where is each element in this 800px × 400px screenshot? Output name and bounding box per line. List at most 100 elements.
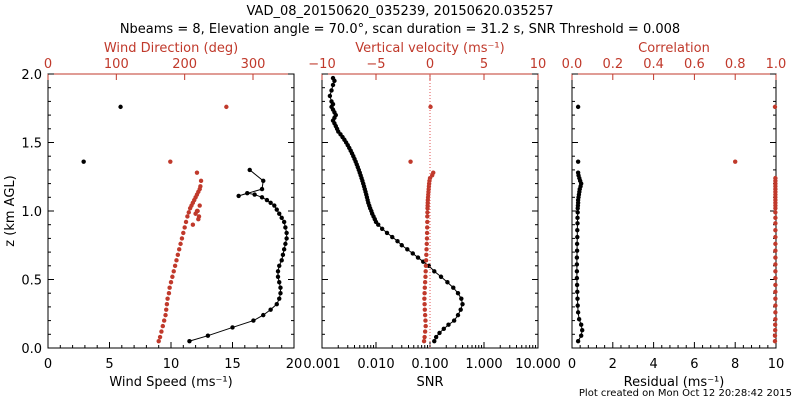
data-point [171, 269, 176, 274]
data-point [245, 190, 250, 196]
data-point [580, 327, 585, 333]
x-tick-label: 1.000 [465, 357, 502, 372]
data-point [423, 323, 428, 329]
data-point [773, 275, 778, 281]
data-point [575, 170, 581, 175]
data-point [278, 291, 283, 296]
data-point [329, 88, 334, 93]
data-point [185, 214, 190, 219]
data-point [424, 252, 429, 258]
data-point [451, 285, 456, 290]
data-point [179, 236, 185, 241]
data-point [773, 227, 778, 233]
data-point [772, 104, 778, 110]
x2-tick-label: 200 [172, 57, 197, 72]
data-point [277, 211, 282, 216]
x2-tick-label: 0.0 [562, 57, 583, 72]
data-point [81, 159, 86, 164]
data-point [576, 317, 582, 322]
data-point [422, 334, 427, 340]
data-point [405, 247, 410, 252]
data-point [166, 291, 172, 296]
data-point [575, 289, 580, 295]
panel-residual-correlation: 0 2 4 6 8 10 0.0 0.2 0.4 0.6 0.8 1.0 Residual (ms⁻¹)… [562, 41, 787, 390]
data-point [428, 104, 433, 110]
data-point [425, 214, 430, 219]
y-axis-label: z (km AGL) [3, 175, 18, 246]
data-point [455, 312, 461, 318]
data-point [423, 269, 428, 274]
x2-tick-label: 0.4 [643, 57, 664, 72]
data-point [190, 222, 196, 227]
x-tick-label: 20 [286, 357, 303, 372]
x-tick-label: 0.010 [357, 357, 394, 372]
data-point [161, 318, 167, 323]
data-point [733, 159, 738, 164]
data-point [187, 338, 192, 344]
data-point [575, 338, 581, 344]
data-point [455, 291, 461, 296]
x-tick-label: 0.001 [303, 357, 340, 372]
x-tick-label: 15 [224, 357, 241, 372]
data-point [422, 280, 428, 285]
x2-tick-label: 0.8 [725, 57, 746, 72]
data-point [408, 159, 413, 164]
data-point [196, 217, 201, 222]
x-tick-label: 6 [690, 357, 698, 372]
data-point [284, 230, 289, 236]
x-tick-label: 0.100 [411, 357, 448, 372]
data-point [379, 226, 385, 232]
data-point [574, 262, 580, 267]
panel-snr-vertical-velocity: 0.001 0.010 0.100 1.000 10.000 −10 −5 0 5 10 SNR Ve… [303, 41, 560, 390]
data-point [415, 255, 421, 260]
data-point [446, 322, 451, 327]
data-point [264, 197, 270, 203]
data-point [433, 334, 439, 340]
data-point [772, 322, 778, 327]
data-point [272, 203, 277, 208]
data-point [281, 219, 287, 225]
data-point [441, 326, 446, 332]
title-line-1: VAD_08_20150620_035239, 20150620.035257 [247, 4, 554, 19]
data-point [194, 170, 200, 175]
data-point [118, 104, 123, 110]
data-point [279, 258, 284, 263]
x-axis-label: Wind Speed (ms⁻¹) [109, 375, 232, 390]
data-point [261, 312, 266, 318]
data-point [164, 301, 170, 307]
data-point [182, 225, 187, 230]
data-point [236, 193, 241, 199]
data-point [181, 230, 186, 236]
data-point [283, 225, 288, 230]
data-point [277, 296, 282, 301]
data-point [773, 296, 778, 301]
data-point [175, 252, 181, 258]
x-tick-label: 0 [44, 357, 52, 372]
footer-timestamp: Plot created on Mon Oct 12 20:28:42 2015 [579, 388, 792, 399]
data-point [280, 252, 286, 258]
data-point [773, 215, 778, 221]
data-point [170, 274, 175, 279]
data-point [168, 280, 174, 285]
data-point [395, 238, 400, 244]
x-tick-label: 8 [731, 357, 739, 372]
data-point [268, 200, 273, 205]
data-point [575, 310, 581, 315]
data-point [574, 248, 580, 253]
plot-frame [47, 73, 295, 349]
data-point [330, 75, 336, 81]
x2-tick-label: 1.0 [766, 57, 787, 72]
data-point [437, 330, 442, 336]
data-point [773, 248, 778, 253]
data-point [156, 338, 161, 344]
data-point [390, 234, 395, 240]
data-point [252, 192, 257, 197]
data-point [432, 338, 437, 344]
y-tick-label: 2.0 [21, 68, 42, 83]
data-point [275, 269, 281, 274]
data-point [575, 215, 580, 221]
data-point [165, 296, 170, 301]
y-tick-label: 0.5 [21, 274, 42, 289]
